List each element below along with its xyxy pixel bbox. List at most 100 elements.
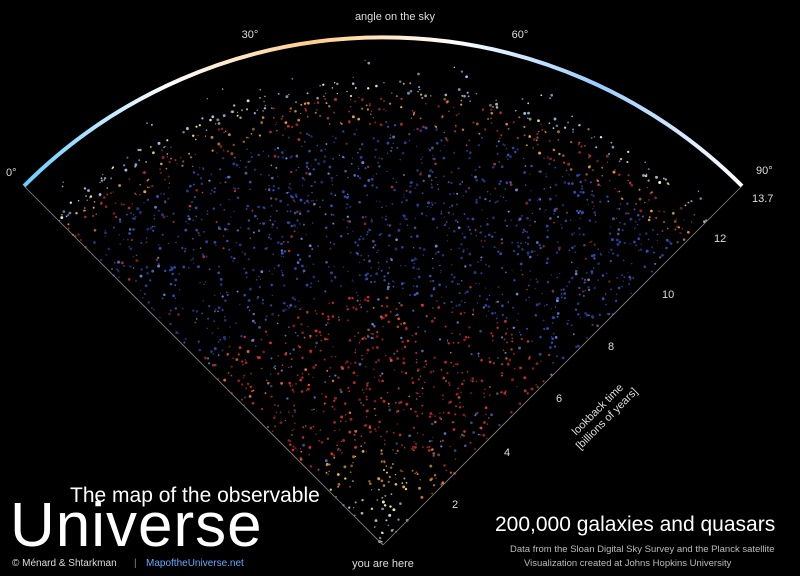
galaxy-dot [258,326,261,329]
galaxy-dot [475,235,478,237]
galaxy-dot [491,216,495,220]
galaxy-dot [326,437,330,440]
galaxy-dot [104,177,107,180]
galaxy-dot [317,468,320,471]
galaxy-dot [343,195,347,198]
galaxy-dot [354,361,357,364]
galaxy-dot [472,121,475,124]
galaxy-dot [99,202,103,205]
galaxy-dot [488,265,491,268]
galaxy-dot [593,205,595,208]
galaxy-dot [500,362,504,366]
galaxy-dot [414,410,417,413]
galaxy-dot [697,190,700,192]
site-link[interactable]: MapoftheUniverse.net [146,558,244,569]
galaxy-dot [488,200,491,202]
galaxy-dot [361,216,364,219]
galaxy-dot [589,165,591,167]
galaxy-dot [291,78,294,80]
galaxy-dot [416,415,419,418]
galaxy-dot [240,227,242,229]
galaxy-dot [439,271,442,273]
galaxy-dot [358,398,361,401]
galaxy-dot [431,217,435,221]
galaxy-dot [441,296,443,298]
galaxy-dot [262,222,266,225]
galaxy-dot [311,191,313,194]
galaxy-dot [244,359,247,361]
galaxy-dot [245,108,249,111]
galaxy-dot [430,201,433,204]
galaxy-dot [409,89,413,93]
galaxy-dot [524,230,527,233]
galaxy-dot [400,201,403,204]
galaxy-dot [284,342,287,345]
galaxy-dot [244,254,246,256]
galaxy-dot [431,179,433,181]
galaxy-dot [527,111,530,115]
galaxy-dot [522,231,524,234]
galaxy-dot [80,239,82,241]
galaxy-dot [526,288,528,291]
galaxy-dot [354,100,357,103]
galaxy-dot [505,122,509,126]
galaxy-dot [516,385,518,388]
galaxy-dot [364,59,366,61]
galaxy-dot [385,465,387,467]
galaxy-dot [322,410,325,413]
galaxy-dot [419,88,421,91]
galaxy-dot [593,211,596,214]
galaxy-dot [221,309,224,312]
galaxy-dot [419,375,422,377]
galaxy-dot [369,430,372,434]
galaxy-dot [497,250,500,253]
galaxy-dot [366,165,370,169]
galaxy-dot [599,136,603,139]
galaxy-dot [581,187,584,190]
galaxy-dot [306,115,309,118]
galaxy-dot [693,214,695,216]
galaxy-dot [687,231,690,234]
galaxy-dot [553,117,557,121]
galaxy-dot [239,160,242,162]
galaxy-dot [655,175,658,179]
galaxy-dot [370,218,373,220]
galaxy-dot [605,272,608,275]
galaxy-dot [416,368,420,372]
galaxy-dot [566,285,568,288]
galaxy-dot [509,180,512,184]
galaxy-dot [289,443,292,446]
galaxy-dot [318,439,320,442]
galaxy-dot [527,284,530,287]
galaxy-dot [290,365,293,368]
galaxy-dot [415,258,418,261]
galaxy-dot [287,241,289,243]
galaxy-dot [264,318,267,321]
galaxy-dot [376,346,379,349]
galaxy-dot [299,198,303,202]
galaxy-dot [380,531,384,534]
galaxy-dot [289,187,292,190]
galaxy-dot [282,309,286,312]
galaxy-dot [495,392,499,395]
galaxy-dot [203,356,207,360]
galaxy-dot [354,501,357,504]
galaxy-dot [326,116,330,120]
galaxy-dot [290,224,293,228]
galaxy-dot [458,112,460,115]
galaxy-dot [328,463,331,466]
galaxy-dot [245,276,248,279]
galaxy-dot [236,229,239,232]
galaxy-dot [529,224,531,227]
galaxy-dot [450,248,452,251]
galaxy-dot [466,217,470,221]
galaxy-dot [399,264,402,267]
galaxy-dot [513,279,516,282]
galaxy-dot [377,358,380,362]
galaxy-dot [139,193,141,196]
galaxy-dot [315,341,318,345]
galaxy-dot [435,125,438,128]
galaxy-dot [458,247,461,250]
galaxy-dot [360,306,363,308]
galaxy-dot [593,243,596,246]
